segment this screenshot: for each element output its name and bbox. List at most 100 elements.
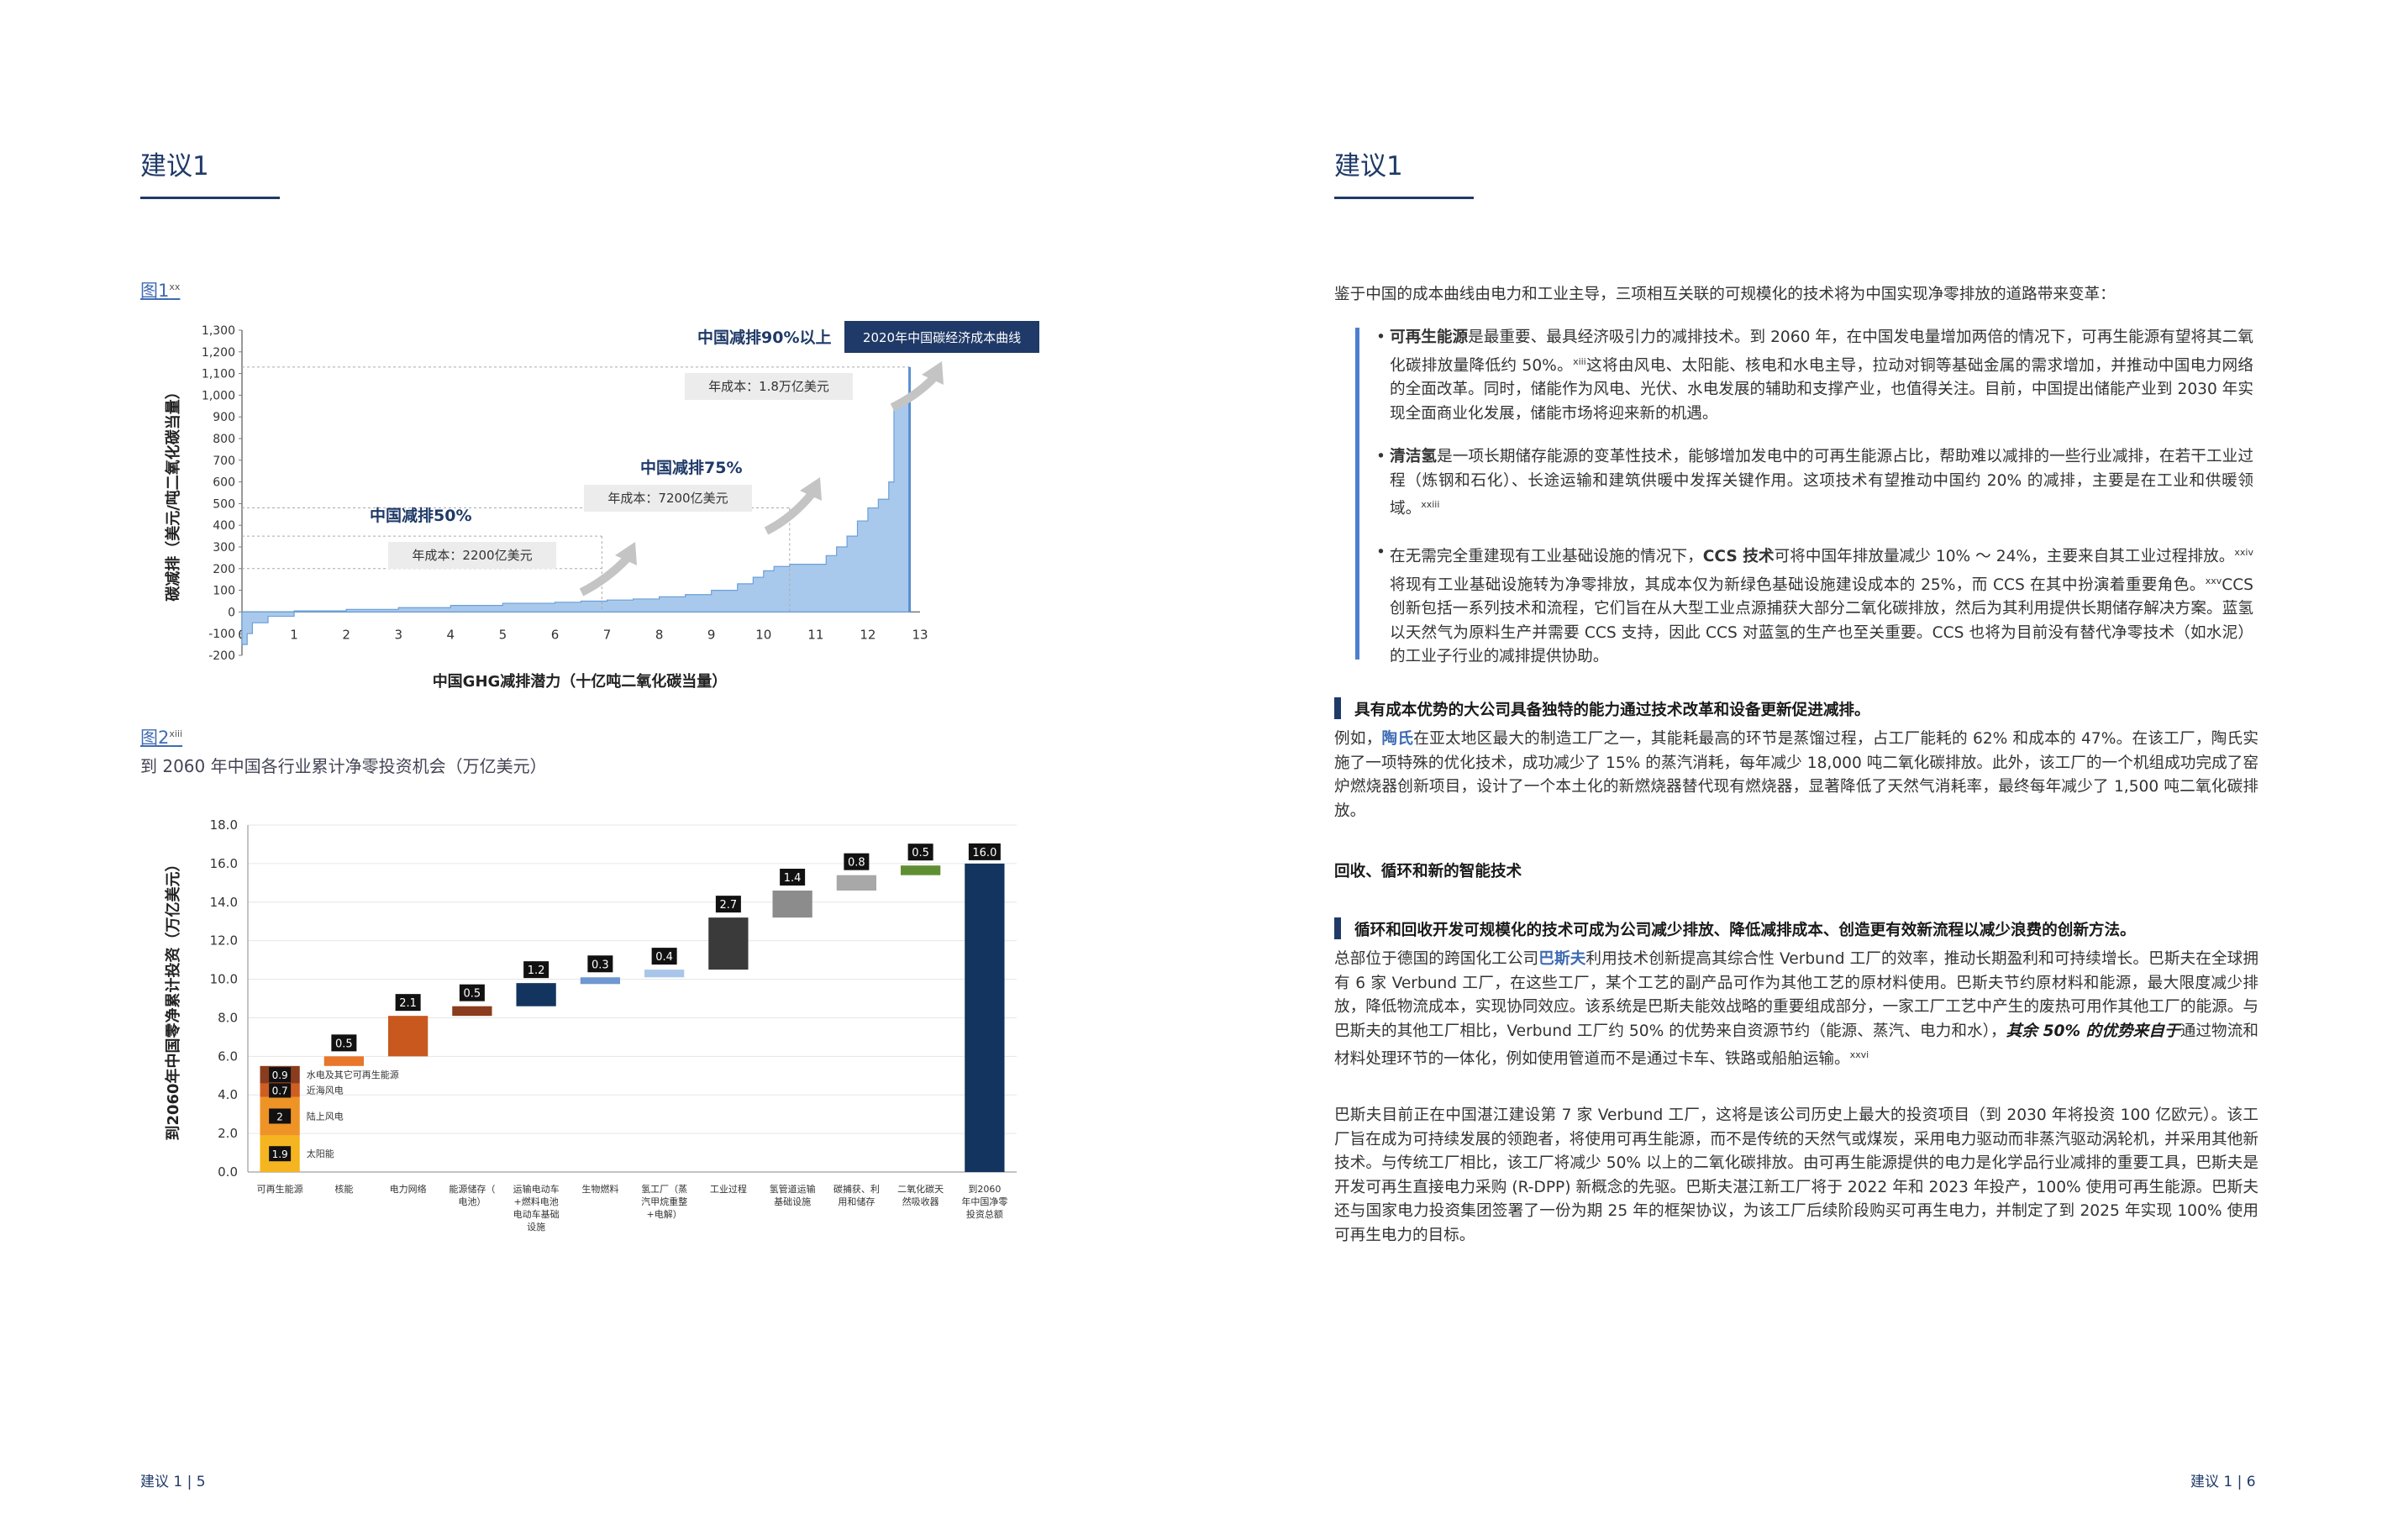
segment-label: 近海风电 [307, 1084, 344, 1096]
arrow-icon [890, 375, 937, 412]
figure-1-label[interactable]: 图1xx [140, 277, 180, 302]
bar [323, 1056, 365, 1066]
value-label-box [715, 896, 741, 913]
value-label: 0.7 [272, 1085, 288, 1096]
annotation-90: 中国减排90%以上 [697, 328, 831, 347]
category-label: 氢工厂（蒸 [641, 1183, 687, 1195]
value-label-box [269, 1067, 292, 1083]
x-axis-label: 中国GHG减排潜力（十亿吨二氧化碳当量） [433, 672, 728, 691]
value-label: 1.9 [272, 1148, 288, 1160]
bullet-text-cont: 这将由风电、太阳能、核电和水电主导，拉动对铜等基础金属的需求增加，并推动中国电力… [1390, 356, 2253, 423]
bullet-text-cont-2: CCS 创新包括一系列技术和流程，它们旨在从大型工业点源捕获大部分二氧化碳排放，… [1390, 576, 2253, 666]
category-label: 投资总额 [966, 1208, 1003, 1220]
arrow-head-icon [800, 477, 822, 501]
section-2-text-cont: 通过物流和材料处理环节的一体化，例如使用管道而不是通过卡车、铁路或船舶运输。 [1334, 1022, 2258, 1069]
y-tick-label: 600 [213, 476, 235, 490]
value-label-box [907, 844, 933, 861]
bullet-text: 是一项长期储存能源的变革性技术，能够增加发电中的可再生能源占比，帮助难以减排的一… [1390, 448, 2253, 518]
category-label: 年中国净零 [961, 1196, 1007, 1207]
dow-link[interactable]: 陶氏 [1381, 730, 1414, 748]
category-label: 二氧化碳天 [897, 1183, 944, 1195]
value-label: 0.5 [335, 1038, 353, 1050]
y-axis-label: 到2060年中国零净累计投资（万亿美元） [164, 856, 182, 1140]
page-footer: 建议 1 | 6 [2190, 1474, 2256, 1490]
figure-2-subtitle: 到 2060 年中国各行业累计净零投资机会（万亿美元） [140, 756, 547, 776]
bullet-dot: • [1376, 328, 1386, 346]
y-tick-label: 1,200 [202, 346, 235, 360]
value-label: 0.5 [464, 988, 481, 1001]
section-2-text: 利用技术创新提高其综合性 Verbund 工厂的效率，推动长期盈利和可持续增长。… [1334, 950, 2258, 1040]
bullet-clean-hydrogen: • 清洁氢是一项长期储存能源的变革性技术，能够增加发电中的可再生能源占比，帮助难以… [1376, 445, 2253, 522]
value-label: 0.3 [592, 959, 609, 971]
category-label: 氢管道运输 [770, 1183, 816, 1195]
cost-label: 年成本：7200亿美元 [607, 491, 728, 506]
y-axis-label: 碳减排（美元/吨二氧化碳当量） [164, 384, 182, 602]
figure-2-label-text: 图2 [140, 728, 170, 748]
figure-2-label[interactable]: 图2xiii [140, 724, 182, 749]
section-1-pre: 例如， [1334, 730, 1382, 748]
curve-title-box [844, 321, 1039, 353]
section-3-paragraph: 巴斯夫目前正在中国湛江建设第 7 家 Verbund 工厂，这将是该公司历史上最… [1334, 1106, 2258, 1244]
value-label-box [269, 1146, 292, 1162]
section-2-subtitle: 回收、循环和新的智能技术 [1334, 863, 1522, 880]
value-label: 16.0 [972, 847, 996, 859]
category-label: +燃料电池 [514, 1196, 559, 1207]
left-page: 建议1 图1xx -200 -100 0 100 200 300 400 500 600 700 8… [140, 151, 1039, 1490]
bullet-text: 是最重要、最具经济吸引力的减排技术。到 2060 年，在中国发电量增加两倍的情况… [1390, 328, 2253, 375]
bar [772, 891, 812, 918]
x-tick-label: 11 [807, 627, 823, 642]
category-label: 设施 [527, 1222, 545, 1233]
y-tick-label: 18.0 [210, 817, 238, 833]
bar [387, 1016, 429, 1057]
curve-title: 2020年中国碳经济成本曲线 [863, 330, 1021, 345]
category-label: 能源储存（ [449, 1183, 495, 1195]
arrow-icon [764, 491, 815, 535]
value-label-box [651, 948, 677, 965]
section-2-heading: 循环和回收开发可规模化的技术可成为公司减少排放、降低减排成本、创造更有效新流程以… [1354, 922, 2136, 939]
title-rule [140, 197, 280, 199]
figure-1-footnote: xx [169, 281, 181, 292]
x-tick-label: 10 [755, 627, 771, 642]
y-tick-label: 0.0 [218, 1164, 238, 1180]
y-tick-label: 1,300 [202, 324, 235, 338]
y-tick-label: 1,100 [202, 368, 235, 381]
category-label: 工业过程 [710, 1184, 747, 1195]
cost-curve-chart: -200 -100 0 100 200 300 400 500 600 700 800 900 1,00… [164, 321, 1039, 691]
value-label: 2.7 [720, 899, 738, 912]
bullet-bold: 清洁氢 [1390, 448, 1438, 465]
basf-link[interactable]: 巴斯夫 [1538, 950, 1586, 968]
value-label-box [587, 955, 613, 973]
x-tick-label: 13 [912, 627, 928, 642]
category-label: 基础设施 [774, 1196, 811, 1207]
bullet-renewables: • 可再生能源是最重要、最具经济吸引力的减排技术。到 2060 年，在中国发电量增… [1376, 326, 2253, 426]
segment-label: 陆上风电 [307, 1110, 344, 1122]
y-tick-label: 0 [228, 606, 235, 619]
x-tick-label: 3 [394, 627, 402, 642]
value-label: 0.8 [848, 857, 865, 870]
category-label: 碳捕获、利 [833, 1183, 880, 1195]
bullet-pre: 在无需完全重建现有工业基础设施的情况下， [1390, 548, 1703, 566]
y-tick-label: 900 [213, 411, 235, 424]
category-label: 可再生能源 [257, 1183, 303, 1195]
y-tick-label: 700 [213, 455, 235, 468]
section-1-paragraph: 例如，陶氏在亚太地区最大的制造工厂之一，其能耗最高的环节是蒸馏过程，占工厂能耗的… [1334, 728, 2258, 823]
y-tick-label: 10.0 [210, 972, 238, 987]
section-1-bar [1334, 697, 1341, 719]
y-tick-label: 300 [213, 541, 235, 555]
category-label: 用和储存 [838, 1196, 875, 1207]
value-label: 0.9 [272, 1070, 288, 1081]
bullet-ccs: • 在无需完全重建现有工业基础设施的情况下，CCS 技术可将中国年排放量减少 10… [1376, 541, 2253, 670]
figure-1-label-text: 图1 [140, 281, 170, 301]
segment-label: 水电及其它可再生能源 [307, 1069, 399, 1080]
section-2-emphasis: 其余 50% 的优势来自于 [2006, 1022, 2180, 1040]
cost-label: 年成本：2200亿美元 [412, 548, 532, 563]
x-tick-label: 12 [860, 627, 876, 642]
cost-box [584, 485, 752, 512]
category-label: 生物燃料 [581, 1183, 618, 1195]
bullet-bold: CCS 技术 [1702, 548, 1775, 566]
bullet-dot: • [1376, 544, 1386, 561]
cost-box [685, 373, 853, 400]
bullet-text: 可将中国年排放量减少 10% ～ 24%，主要来自其工业过程排放。 [1774, 548, 2235, 566]
value-label-box [844, 853, 870, 870]
value-label-box [459, 984, 485, 1001]
